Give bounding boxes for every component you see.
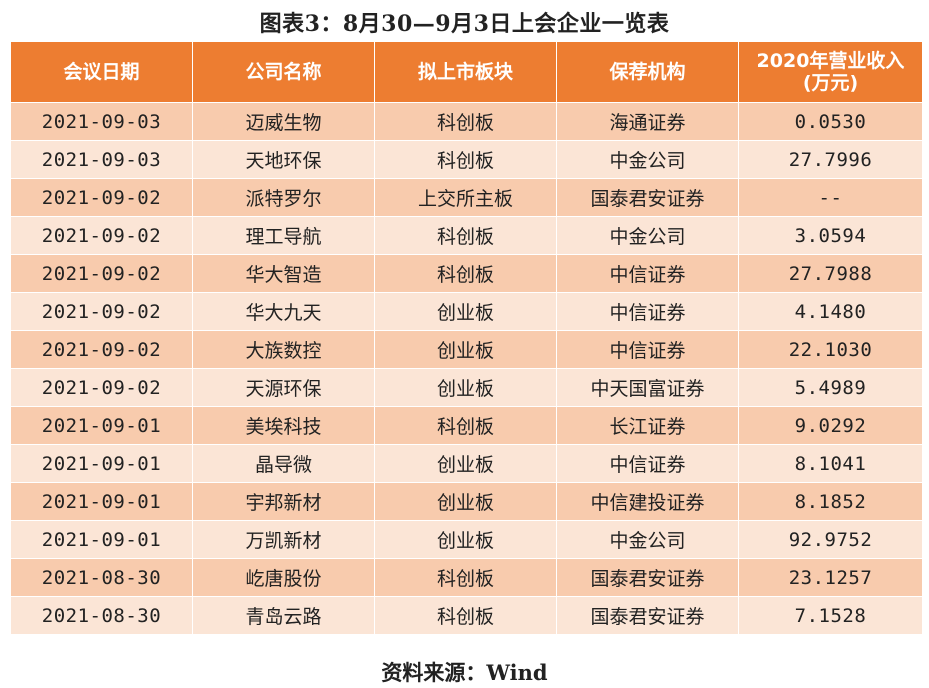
table-row: 2021-09-03 迈威生物 科创板 海通证券 0.0530 bbox=[10, 102, 923, 141]
cell-company: 美埃科技 bbox=[192, 406, 375, 445]
cell-revenue: 92.9752 bbox=[738, 520, 923, 559]
cell-board: 科创板 bbox=[374, 216, 557, 255]
cell-sponsor: 国泰君安证券 bbox=[556, 558, 739, 597]
table-row: 2021-09-02 天源环保 创业板 中天国富证券 5.4989 bbox=[10, 368, 923, 407]
cell-company: 华大智造 bbox=[192, 254, 375, 293]
table-row: 2021-09-01 宇邦新材 创业板 中信建投证券 8.1852 bbox=[10, 482, 923, 521]
cell-sponsor: 中金公司 bbox=[556, 520, 739, 559]
cell-revenue: 22.1030 bbox=[738, 330, 923, 369]
cell-company: 理工导航 bbox=[192, 216, 375, 255]
header-date: 会议日期 bbox=[10, 41, 193, 103]
table-row: 2021-08-30 青岛云路 科创板 国泰君安证券 7.1528 bbox=[10, 596, 923, 635]
cell-company: 青岛云路 bbox=[192, 596, 375, 635]
cell-company: 宇邦新材 bbox=[192, 482, 375, 521]
table-row: 2021-09-02 理工导航 科创板 中金公司 3.0594 bbox=[10, 216, 923, 255]
cell-revenue: 4.1480 bbox=[738, 292, 923, 331]
cell-date: 2021-09-01 bbox=[10, 482, 193, 521]
cell-company: 迈威生物 bbox=[192, 102, 375, 141]
cell-board: 上交所主板 bbox=[374, 178, 557, 217]
table-row: 2021-09-02 大族数控 创业板 中信证券 22.1030 bbox=[10, 330, 923, 369]
cell-board: 创业板 bbox=[374, 520, 557, 559]
cell-board: 创业板 bbox=[374, 444, 557, 483]
cell-company: 天地环保 bbox=[192, 140, 375, 179]
cell-sponsor: 中信证券 bbox=[556, 292, 739, 331]
cell-board: 科创板 bbox=[374, 406, 557, 445]
cell-sponsor: 长江证券 bbox=[556, 406, 739, 445]
cell-date: 2021-08-30 bbox=[10, 558, 193, 597]
cell-revenue: 23.1257 bbox=[738, 558, 923, 597]
cell-revenue: 0.0530 bbox=[738, 102, 923, 141]
table-row: 2021-09-02 华大智造 科创板 中信证券 27.7988 bbox=[10, 254, 923, 293]
cell-board: 创业板 bbox=[374, 330, 557, 369]
cell-board: 科创板 bbox=[374, 140, 557, 179]
cell-sponsor: 国泰君安证券 bbox=[556, 178, 739, 217]
header-company: 公司名称 bbox=[192, 41, 375, 103]
header-row: 会议日期 公司名称 拟上市板块 保荐机构 2020年营业收入 (万元) bbox=[10, 41, 923, 103]
cell-revenue: 8.1852 bbox=[738, 482, 923, 521]
cell-sponsor: 中信证券 bbox=[556, 254, 739, 293]
cell-sponsor: 中天国富证券 bbox=[556, 368, 739, 407]
source-note: 资料来源：Wind bbox=[381, 660, 548, 685]
cell-revenue: 5.4989 bbox=[738, 368, 923, 407]
cell-board: 创业板 bbox=[374, 482, 557, 521]
table-row: 2021-09-01 美埃科技 科创板 长江证券 9.0292 bbox=[10, 406, 923, 445]
cell-sponsor: 国泰君安证券 bbox=[556, 596, 739, 635]
header-board: 拟上市板块 bbox=[374, 41, 557, 103]
cell-date: 2021-09-02 bbox=[10, 178, 193, 217]
table-row: 2021-09-03 天地环保 科创板 中金公司 27.7996 bbox=[10, 140, 923, 179]
cell-sponsor: 中信证券 bbox=[556, 330, 739, 369]
header-revenue-unit: (万元) bbox=[802, 72, 859, 94]
cell-board: 创业板 bbox=[374, 292, 557, 331]
table-row: 2021-09-02 华大九天 创业板 中信证券 4.1480 bbox=[10, 292, 923, 331]
header-revenue: 2020年营业收入 (万元) bbox=[738, 41, 923, 103]
cell-board: 创业板 bbox=[374, 368, 557, 407]
cell-revenue: -- bbox=[738, 178, 923, 217]
cell-date: 2021-09-02 bbox=[10, 254, 193, 293]
cell-date: 2021-09-02 bbox=[10, 330, 193, 369]
cell-sponsor: 中信建投证券 bbox=[556, 482, 739, 521]
cell-board: 科创板 bbox=[374, 558, 557, 597]
cell-date: 2021-09-02 bbox=[10, 368, 193, 407]
cell-date: 2021-09-01 bbox=[10, 406, 193, 445]
table-row: 2021-08-30 屹唐股份 科创板 国泰君安证券 23.1257 bbox=[10, 558, 923, 597]
cell-board: 科创板 bbox=[374, 596, 557, 635]
cell-date: 2021-09-01 bbox=[10, 520, 193, 559]
cell-board: 科创板 bbox=[374, 254, 557, 293]
cell-revenue: 8.1041 bbox=[738, 444, 923, 483]
cell-sponsor: 海通证券 bbox=[556, 102, 739, 141]
ipo-meeting-table: 会议日期 公司名称 拟上市板块 保荐机构 2020年营业收入 (万元) 2021… bbox=[10, 41, 923, 635]
cell-revenue: 9.0292 bbox=[738, 406, 923, 445]
cell-date: 2021-09-01 bbox=[10, 444, 193, 483]
cell-date: 2021-09-02 bbox=[10, 292, 193, 331]
cell-revenue: 27.7996 bbox=[738, 140, 923, 179]
cell-revenue: 7.1528 bbox=[738, 596, 923, 635]
cell-company: 派特罗尔 bbox=[192, 178, 375, 217]
header-revenue-line1: 2020年营业收入 bbox=[756, 50, 905, 72]
cell-date: 2021-09-02 bbox=[10, 216, 193, 255]
cell-company: 天源环保 bbox=[192, 368, 375, 407]
header-sponsor: 保荐机构 bbox=[556, 41, 739, 103]
cell-company: 屹唐股份 bbox=[192, 558, 375, 597]
cell-sponsor: 中金公司 bbox=[556, 216, 739, 255]
cell-date: 2021-09-03 bbox=[10, 102, 193, 141]
cell-company: 大族数控 bbox=[192, 330, 375, 369]
cell-company: 万凯新材 bbox=[192, 520, 375, 559]
cell-sponsor: 中信证券 bbox=[556, 444, 739, 483]
cell-company: 华大九天 bbox=[192, 292, 375, 331]
table-row: 2021-09-01 晶导微 创业板 中信证券 8.1041 bbox=[10, 444, 923, 483]
cell-board: 科创板 bbox=[374, 102, 557, 141]
table-row: 2021-09-01 万凯新材 创业板 中金公司 92.9752 bbox=[10, 520, 923, 559]
table-title: 图表3：8月30—9月3日上会企业一览表 bbox=[259, 11, 670, 37]
cell-revenue: 3.0594 bbox=[738, 216, 923, 255]
cell-revenue: 27.7988 bbox=[738, 254, 923, 293]
cell-sponsor: 中金公司 bbox=[556, 140, 739, 179]
cell-date: 2021-08-30 bbox=[10, 596, 193, 635]
table-row: 2021-09-02 派特罗尔 上交所主板 国泰君安证券 -- bbox=[10, 178, 923, 217]
cell-company: 晶导微 bbox=[192, 444, 375, 483]
cell-date: 2021-09-03 bbox=[10, 140, 193, 179]
